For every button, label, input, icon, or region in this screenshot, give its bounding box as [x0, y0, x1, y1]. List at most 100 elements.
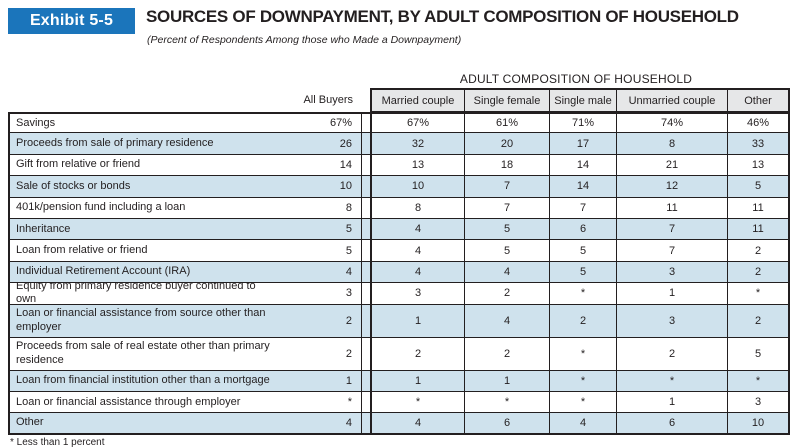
header-gap	[362, 88, 370, 112]
cell-unmarried-couple: 6	[617, 413, 728, 435]
cell-single-male: 14	[550, 176, 617, 198]
cell-all-buyers: 26	[280, 133, 362, 155]
cell-all-buyers: 67%	[280, 112, 362, 134]
cell-single-female: 1	[465, 370, 550, 392]
cell-married-couple: 32	[370, 133, 465, 155]
row-gap	[362, 304, 370, 338]
downpayment-table: All Buyers Married couple Single female Sin…	[8, 88, 790, 435]
cell-other: 11	[728, 218, 790, 241]
row-label: Equity from primary residence buyer cont…	[8, 283, 280, 305]
row-label-text: Proceeds from sale of primary residence	[16, 136, 214, 149]
row-gap	[362, 337, 370, 371]
cell-single-female: *	[465, 391, 550, 414]
cell-single-female: 5	[465, 218, 550, 241]
cell-single-male: 4	[550, 413, 617, 435]
exhibit-subtitle: (Percent of Respondents Among those who …	[147, 34, 462, 46]
row-label-text: Equity from primary residence buyer cont…	[16, 283, 256, 305]
cell-married-couple: 13	[370, 154, 465, 177]
cell-other: 10	[728, 413, 790, 435]
row-label-text: Loan from financial institution other th…	[16, 374, 270, 387]
cell-other: 46%	[728, 112, 790, 134]
cell-married-couple: 67%	[370, 112, 465, 134]
row-gap	[362, 197, 370, 219]
row-label-text: Individual Retirement Account (IRA)	[16, 265, 191, 278]
row-gap	[362, 112, 370, 134]
row-gap	[362, 413, 370, 435]
row-label: Gift from relative or friend	[8, 154, 280, 177]
cell-married-couple: 8	[370, 197, 465, 219]
cell-married-couple: 3	[370, 283, 465, 305]
cell-single-female: 7	[465, 176, 550, 198]
table-footnote: * Less than 1 percent	[10, 437, 105, 448]
cell-unmarried-couple: 3	[617, 261, 728, 284]
table-group-header: ADULT COMPOSITION OF HOUSEHOLD	[459, 72, 693, 86]
cell-single-male: 2	[550, 304, 617, 338]
cell-all-buyers: 2	[280, 337, 362, 371]
row-gap	[362, 218, 370, 241]
column-header-single-male: Single male	[550, 88, 617, 112]
cell-other: 5	[728, 176, 790, 198]
cell-single-female: 2	[465, 283, 550, 305]
cell-unmarried-couple: 7	[617, 240, 728, 262]
cell-other: 2	[728, 261, 790, 284]
row-label: Proceeds from sale of real estate other …	[8, 337, 280, 371]
cell-other: 5	[728, 337, 790, 371]
cell-married-couple: 4	[370, 240, 465, 262]
row-label: Other	[8, 413, 280, 435]
row-label: Individual Retirement Account (IRA)	[8, 261, 280, 284]
cell-other: 13	[728, 154, 790, 177]
cell-single-female: 4	[465, 304, 550, 338]
exhibit-title: SOURCES OF DOWNPAYMENT, BY ADULT COMPOSI…	[146, 7, 739, 26]
row-label-text: Loan from relative or friend	[16, 243, 148, 256]
cell-unmarried-couple: 1	[617, 391, 728, 414]
row-label-text: 401k/pension fund including a loan	[16, 201, 186, 214]
cell-other: 33	[728, 133, 790, 155]
row-gap	[362, 176, 370, 198]
cell-all-buyers: 8	[280, 197, 362, 219]
cell-single-male: *	[550, 337, 617, 371]
cell-single-female: 18	[465, 154, 550, 177]
row-label-text: Gift from relative or friend	[16, 158, 141, 171]
row-gap	[362, 133, 370, 155]
cell-married-couple: 4	[370, 413, 465, 435]
column-header-single-female: Single female	[465, 88, 550, 112]
row-label: Loan from relative or friend	[8, 240, 280, 262]
cell-unmarried-couple: 11	[617, 197, 728, 219]
row-label: Proceeds from sale of primary residence	[8, 133, 280, 155]
row-label: Loan from financial institution other th…	[8, 370, 280, 392]
cell-unmarried-couple: *	[617, 370, 728, 392]
cell-married-couple: 1	[370, 370, 465, 392]
cell-unmarried-couple: 21	[617, 154, 728, 177]
row-gap	[362, 240, 370, 262]
row-label-text: Inheritance	[16, 222, 71, 235]
cell-married-couple: 1	[370, 304, 465, 338]
cell-single-male: 17	[550, 133, 617, 155]
cell-other: 2	[728, 304, 790, 338]
row-label-text: Sale of stocks or bonds	[16, 179, 131, 192]
cell-unmarried-couple: 3	[617, 304, 728, 338]
row-label-text: Proceeds from sale of real estate other …	[16, 340, 270, 366]
row-label: Savings	[8, 112, 280, 134]
cell-married-couple: 4	[370, 218, 465, 241]
cell-other: 2	[728, 240, 790, 262]
row-label-text: Savings	[16, 116, 56, 129]
header-spacer	[8, 88, 280, 112]
row-gap	[362, 391, 370, 414]
row-gap	[362, 154, 370, 177]
cell-single-male: *	[550, 391, 617, 414]
column-header-unmarried-couple: Unmarried couple	[617, 88, 728, 112]
cell-single-male: 5	[550, 240, 617, 262]
cell-single-male: 6	[550, 218, 617, 241]
row-gap	[362, 261, 370, 284]
cell-single-male: 5	[550, 261, 617, 284]
cell-single-female: 20	[465, 133, 550, 155]
cell-unmarried-couple: 7	[617, 218, 728, 241]
cell-single-male: *	[550, 370, 617, 392]
exhibit-badge: Exhibit 5-5	[8, 8, 135, 34]
cell-married-couple: 2	[370, 337, 465, 371]
cell-all-buyers: 4	[280, 413, 362, 435]
row-label: Loan or financial assistance from source…	[8, 304, 280, 338]
row-label-text: Loan or financial assistance through emp…	[16, 395, 241, 408]
cell-single-male: 14	[550, 154, 617, 177]
cell-unmarried-couple: 8	[617, 133, 728, 155]
